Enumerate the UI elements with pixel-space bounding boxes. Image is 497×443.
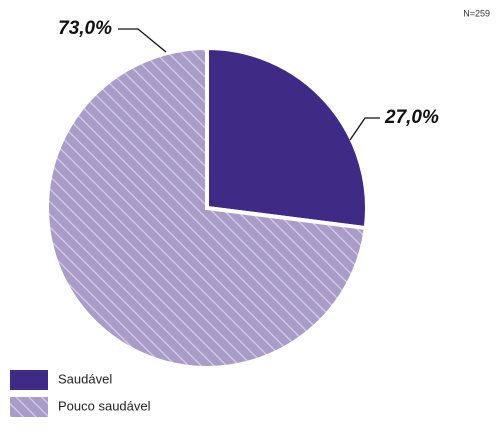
- pie-slice: [45, 45, 368, 370]
- value-label: 73,0%: [58, 18, 112, 39]
- leader-line: [118, 28, 167, 53]
- annotation: N=259: [463, 8, 490, 18]
- legend-swatch: [10, 397, 48, 417]
- value-label: 27,0%: [384, 107, 439, 128]
- legend-label: Pouco saudável: [58, 398, 151, 413]
- legend-swatch: [10, 370, 48, 390]
- leader-line: [349, 117, 380, 141]
- pie-slice: [205, 45, 369, 231]
- legend-label: Saudável: [58, 371, 112, 386]
